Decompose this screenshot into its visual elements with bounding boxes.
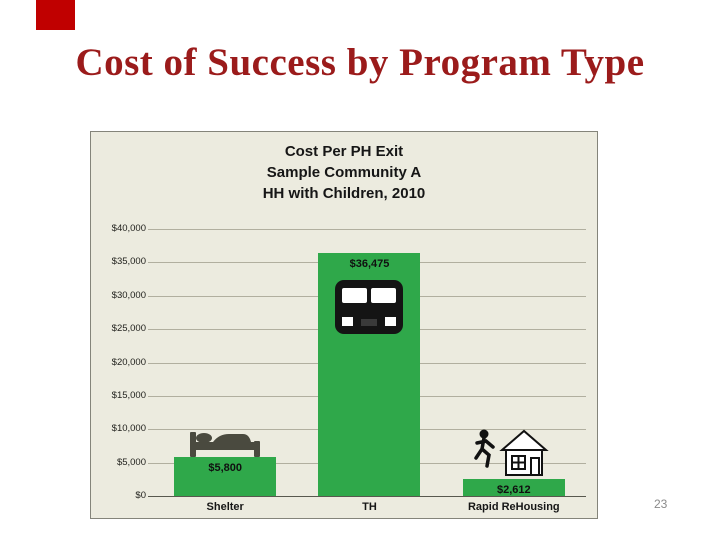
page-title: Cost of Success by Program Type bbox=[75, 41, 645, 84]
bus-icon bbox=[335, 279, 404, 334]
x-axis-label-rapid-rehousing: Rapid ReHousing bbox=[467, 501, 560, 513]
running-person-house-icon bbox=[474, 429, 549, 476]
chart-frame: Cost Per PH Exit Sample Community A HH w… bbox=[90, 131, 598, 519]
chart-title: Cost Per PH Exit Sample Community A HH w… bbox=[91, 141, 597, 204]
bar-rapid-rehousing: $2,612 bbox=[462, 429, 565, 496]
y-axis-tick-label: $20,000 bbox=[111, 356, 146, 368]
y-axis-tick-label: $15,000 bbox=[111, 389, 146, 401]
y-axis-tick-label: $5,000 bbox=[116, 456, 146, 468]
chart-title-line-1: Cost Per PH Exit bbox=[284, 143, 404, 160]
plot-area: $5,800 $36,475 bbox=[112, 223, 586, 501]
y-axis-tick-label: $0 bbox=[135, 489, 146, 501]
bar-group-shelter: $5,800 bbox=[153, 229, 297, 496]
bar-value-label-shelter: $5,800 bbox=[208, 462, 242, 475]
bar-th: $36,475 bbox=[318, 252, 421, 496]
accent-block bbox=[36, 0, 75, 30]
bar-value-label-rapid-rehousing: $2,612 bbox=[496, 483, 531, 496]
y-axis-tick-label: $25,000 bbox=[111, 323, 146, 335]
x-axis-labels: Shelter TH Rapid ReHousing bbox=[153, 501, 586, 517]
bar-group-th: $36,475 bbox=[297, 229, 441, 496]
x-axis-label-th: TH bbox=[362, 501, 377, 513]
y-axis-tick-label: $40,000 bbox=[111, 222, 146, 234]
bed-icon bbox=[190, 432, 261, 458]
bar-shelter: $5,800 bbox=[174, 432, 277, 496]
y-axis-tick-label: $10,000 bbox=[111, 423, 146, 435]
x-axis-label-shelter: Shelter bbox=[206, 501, 244, 513]
chart-title-line-3: HH with Children, 2010 bbox=[262, 185, 426, 202]
gridline bbox=[148, 229, 586, 230]
bar-group-rapid-rehousing: $2,612 bbox=[442, 229, 586, 496]
chart-title-line-2: Sample Community A bbox=[266, 164, 422, 181]
gridline bbox=[148, 496, 586, 497]
y-axis-tick-label: $30,000 bbox=[111, 289, 146, 301]
y-axis-tick-label: $35,000 bbox=[111, 256, 146, 268]
page-number: 23 bbox=[654, 497, 668, 511]
bar-value-label-th: $36,475 bbox=[349, 257, 390, 270]
